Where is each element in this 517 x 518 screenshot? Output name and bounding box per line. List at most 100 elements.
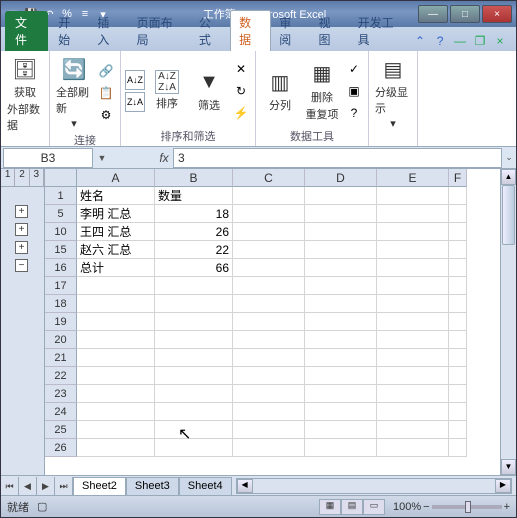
cell[interactable] [377,295,449,313]
cell[interactable] [77,313,155,331]
macro-record-icon[interactable]: ▢ [37,500,47,513]
cell[interactable] [305,205,377,223]
cell[interactable] [155,385,233,403]
tab-insert[interactable]: 插入 [89,11,128,51]
cell[interactable] [449,277,467,295]
zoom-out-button[interactable]: − [423,501,429,513]
col-header-E[interactable]: E [377,169,449,187]
formula-bar[interactable]: 3 [173,148,502,168]
connections-icon[interactable]: 🔗 [96,61,116,81]
col-header-F[interactable]: F [449,169,467,187]
row-header[interactable]: 20 [45,331,77,349]
cell[interactable] [305,403,377,421]
cell[interactable] [449,205,467,223]
cell[interactable] [377,385,449,403]
cell[interactable]: 总计 [77,259,155,277]
sort-az-button[interactable]: A↓Z [125,70,145,90]
cell[interactable] [449,349,467,367]
row-header[interactable]: 21 [45,349,77,367]
sort-za-button[interactable]: Z↓A [125,92,145,112]
row-header[interactable]: 23 [45,385,77,403]
expand-formula-icon[interactable]: ⌄ [502,152,516,163]
cell[interactable] [77,277,155,295]
cell[interactable] [449,259,467,277]
row-header[interactable]: 17 [45,277,77,295]
cell[interactable] [233,367,305,385]
row-header[interactable]: 15 [45,241,77,259]
outline-button[interactable]: ▤ 分级显示 ▾ [373,53,413,132]
cell[interactable] [377,259,449,277]
cell[interactable] [233,259,305,277]
outline-toggle[interactable]: + [15,223,28,236]
tab-view[interactable]: 视图 [310,11,349,51]
col-header-B[interactable]: B [155,169,233,187]
cell[interactable] [233,313,305,331]
scroll-left-button[interactable]: ◀ [237,479,253,493]
cell[interactable] [305,349,377,367]
refresh-all-button[interactable]: 🔄 全部刷新 ▾ [54,53,94,132]
maximize-button[interactable]: □ [450,5,480,23]
row-header[interactable]: 5 [45,205,77,223]
row-header[interactable]: 22 [45,367,77,385]
cell[interactable] [233,421,305,439]
cell[interactable] [305,367,377,385]
sort-button[interactable]: A↓ZZ↓A 排序 [147,68,187,113]
tab-dev[interactable]: 开发工具 [350,11,412,51]
cell[interactable] [305,241,377,259]
last-sheet-button[interactable]: ⏭ [55,477,73,495]
tab-data[interactable]: 数据 [230,10,271,51]
cell[interactable] [77,421,155,439]
cell[interactable] [77,439,155,457]
zoom-thumb[interactable] [465,501,471,513]
cell[interactable]: 李明 汇总 [77,205,155,223]
cell[interactable] [155,403,233,421]
rows[interactable]: 1姓名数量5李明 汇总1810王四 汇总2615赵六 汇总2216总计66171… [45,187,516,475]
doc-min-icon[interactable]: — [452,33,468,49]
sheet-tab[interactable]: Sheet4 [179,477,232,495]
cell[interactable] [155,367,233,385]
cell[interactable] [233,439,305,457]
namebox-dropdown[interactable]: ▼ [95,153,109,163]
advanced-icon[interactable]: ⚡ [231,103,251,123]
cell[interactable] [305,331,377,349]
cell[interactable] [449,421,467,439]
outline-level-3[interactable]: 3 [30,169,44,186]
cell[interactable] [155,349,233,367]
cell[interactable]: 18 [155,205,233,223]
cell[interactable] [305,439,377,457]
minimize-button[interactable]: — [418,5,448,23]
cell[interactable] [449,223,467,241]
page-break-button[interactable]: ▭ [363,499,385,515]
cell[interactable] [449,367,467,385]
row-header[interactable]: 25 [45,421,77,439]
scroll-up-button[interactable]: ▲ [501,169,516,185]
first-sheet-button[interactable]: ⏮ [1,477,19,495]
remove-duplicates-button[interactable]: ▦ 删除 重复项 [302,58,342,124]
col-header-A[interactable]: A [77,169,155,187]
cell[interactable] [233,403,305,421]
cell[interactable] [377,223,449,241]
cell[interactable]: 王四 汇总 [77,223,155,241]
properties-icon[interactable]: 📋 [96,83,116,103]
cell[interactable]: 26 [155,223,233,241]
cell[interactable] [155,421,233,439]
tab-review[interactable]: 审阅 [271,11,310,51]
outline-toggle[interactable]: + [15,205,28,218]
cell[interactable] [233,205,305,223]
cell[interactable] [233,241,305,259]
row-header[interactable]: 26 [45,439,77,457]
clear-filter-icon[interactable]: ✕ [231,59,251,79]
cell[interactable] [305,421,377,439]
cell[interactable] [449,313,467,331]
cell[interactable]: 数量 [155,187,233,205]
file-tab[interactable]: 文件 [5,11,48,51]
cell[interactable] [377,331,449,349]
page-layout-button[interactable]: ▤ [341,499,363,515]
scroll-thumb[interactable] [502,185,515,245]
sheet-tab[interactable]: Sheet2 [73,477,126,495]
cell[interactable] [377,277,449,295]
cell[interactable] [305,259,377,277]
horizontal-scrollbar[interactable]: ◀ ▶ [236,478,512,494]
tab-layout[interactable]: 页面布局 [129,11,191,51]
whatif-icon[interactable]: ? [344,103,364,123]
